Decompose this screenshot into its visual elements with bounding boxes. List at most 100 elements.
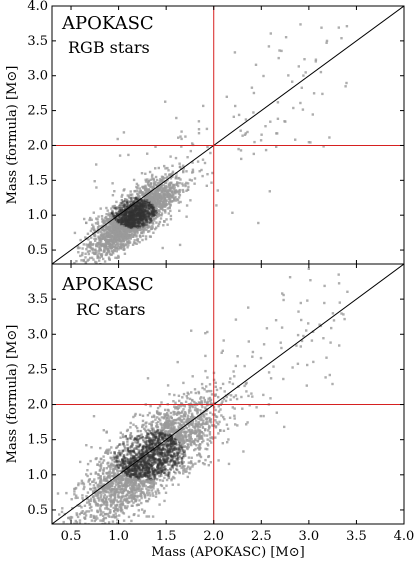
data-point — [150, 450, 153, 453]
data-point — [129, 211, 132, 214]
data-point — [157, 451, 161, 454]
data-point — [183, 414, 187, 417]
data-point — [129, 445, 133, 448]
data-point — [159, 447, 162, 450]
data-point — [181, 449, 185, 453]
data-point — [130, 223, 133, 226]
data-point — [138, 214, 141, 217]
data-point — [137, 445, 141, 449]
data-point — [142, 218, 145, 222]
data-point — [142, 214, 145, 217]
data-point — [125, 507, 128, 510]
data-point — [138, 499, 141, 502]
data-point — [302, 74, 305, 77]
data-point — [124, 207, 127, 210]
data-point — [129, 224, 132, 227]
data-point — [178, 399, 181, 403]
data-point — [136, 474, 139, 477]
data-point — [148, 440, 151, 443]
data-point — [101, 243, 104, 246]
data-point — [118, 233, 122, 236]
data-point — [165, 195, 169, 198]
data-point — [151, 467, 154, 471]
data-point — [179, 200, 182, 204]
data-point — [121, 193, 124, 197]
data-point — [140, 218, 144, 221]
data-point — [162, 487, 166, 490]
data-point — [165, 458, 168, 461]
data-point — [140, 219, 144, 222]
data-point — [177, 412, 180, 415]
data-point — [158, 446, 161, 450]
data-point — [123, 205, 126, 208]
data-point — [149, 185, 152, 188]
data-point — [126, 206, 129, 209]
data-point — [130, 450, 133, 453]
data-point — [164, 209, 167, 212]
data-point — [173, 462, 177, 466]
data-point — [169, 445, 172, 449]
data-point — [260, 133, 263, 136]
data-point — [143, 509, 146, 513]
data-point — [185, 204, 189, 207]
data-point — [96, 222, 100, 226]
data-point — [133, 210, 136, 213]
data-point — [173, 460, 176, 463]
data-point — [182, 392, 186, 396]
data-point — [96, 254, 99, 257]
data-point — [146, 450, 149, 453]
data-point — [125, 223, 128, 226]
data-point — [205, 434, 209, 437]
data-point — [137, 483, 141, 487]
data-point — [129, 211, 133, 215]
data-point — [189, 149, 192, 153]
data-point — [121, 239, 124, 242]
data-point — [118, 459, 121, 462]
data-point — [134, 481, 138, 485]
data-point — [167, 449, 170, 453]
data-point — [102, 257, 105, 261]
data-point — [134, 207, 137, 210]
data-point — [126, 218, 130, 222]
data-point — [128, 476, 131, 479]
data-point — [148, 462, 151, 465]
data-point — [93, 237, 96, 241]
data-point — [137, 467, 140, 470]
data-point — [150, 201, 153, 204]
data-point — [118, 226, 122, 229]
data-point — [112, 234, 115, 237]
data-point — [170, 458, 173, 461]
data-point — [133, 492, 136, 495]
data-point — [157, 446, 161, 450]
data-point — [138, 218, 142, 221]
data-point — [121, 443, 125, 446]
data-point — [93, 498, 96, 502]
data-point — [122, 456, 125, 459]
data-point — [140, 224, 143, 228]
data-point — [117, 465, 120, 469]
data-point — [128, 222, 131, 225]
data-point — [141, 220, 145, 224]
data-point — [159, 472, 163, 475]
data-point — [146, 489, 149, 492]
data-point — [150, 454, 153, 457]
data-point — [132, 223, 135, 226]
data-point — [145, 214, 148, 217]
data-point — [150, 443, 154, 446]
data-point — [134, 218, 137, 222]
data-point — [329, 341, 332, 344]
data-point — [282, 293, 285, 297]
data-point — [188, 397, 192, 401]
data-point — [148, 440, 151, 443]
data-point — [154, 197, 158, 201]
data-point — [173, 405, 176, 408]
data-point — [166, 456, 169, 460]
data-point — [183, 450, 186, 453]
data-point — [132, 222, 135, 225]
data-point — [110, 481, 114, 484]
data-point — [124, 212, 127, 215]
data-point — [131, 223, 135, 226]
data-point — [150, 206, 154, 209]
data-point — [86, 250, 90, 253]
data-point — [162, 427, 166, 431]
